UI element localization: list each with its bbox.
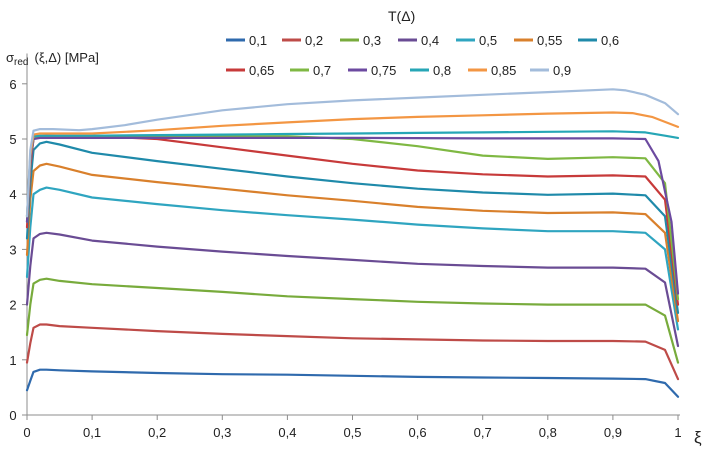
svg-text:σred(ξ,Δ) [MPa]: σred (ξ,Δ) [MPa] (6, 50, 99, 68)
x-tick-label: 0,7 (474, 425, 492, 440)
y-tick-label: 3 (9, 242, 16, 257)
series-line-0-1 (25, 368, 680, 398)
y-tick-label: 0 (9, 408, 16, 423)
legend-label: 0,1 (249, 33, 267, 48)
x-axis-label: ξ (694, 428, 702, 447)
series-line-0-2 (25, 323, 680, 381)
x-tick-label: 0,1 (83, 425, 101, 440)
legend-item-0-7: 0,7 (290, 63, 331, 78)
x-tick-label: 0,9 (604, 425, 622, 440)
y-tick-label: 1 (9, 353, 16, 368)
series-line-0-75 (25, 136, 680, 295)
series-line-0-4 (25, 231, 680, 348)
legend-label: 0,4 (421, 33, 439, 48)
legend-item-0-5: 0,5 (456, 33, 497, 48)
legend-label: 0,9 (553, 63, 571, 78)
legend-item-0-4: 0,4 (398, 33, 439, 48)
legend-label: 0,75 (371, 63, 396, 78)
x-tick-label: 0,3 (213, 425, 231, 440)
y-axis-label: σred (ξ,Δ) [MPa] (6, 50, 99, 68)
series-line-0-8 (25, 130, 680, 218)
legend-label: 0,8 (433, 63, 451, 78)
legend-item-0-3: 0,3 (340, 33, 381, 48)
legend-title: T(Δ) (388, 8, 415, 24)
series-lines (25, 88, 680, 398)
x-tick-label: 0,6 (409, 425, 427, 440)
legend-label: 0,2 (305, 33, 323, 48)
series-line-0-5 (25, 186, 680, 331)
x-tick-label: 0,5 (343, 425, 361, 440)
legend-label: 0,3 (363, 33, 381, 48)
series-line-0-9 (25, 88, 680, 218)
series-line-0-55 (25, 162, 680, 323)
legend: 0,1 0,2 0,3 0,4 0,5 0,55 0,6 0,65 0,7 0,75 0,8 0,85… (226, 33, 619, 78)
y-tick-label: 6 (9, 77, 16, 92)
x-tick-label: 0,2 (148, 425, 166, 440)
legend-item-0-85: 0,85 (468, 63, 516, 78)
x-tick-label: 0 (23, 425, 30, 440)
legend-item-0-8: 0,8 (410, 63, 451, 78)
x-tick-label: 0,8 (539, 425, 557, 440)
legend-label: 0,7 (313, 63, 331, 78)
legend-item-0-75: 0,75 (348, 63, 396, 78)
x-tick-label: 1 (674, 425, 681, 440)
y-tick-label: 2 (9, 298, 16, 313)
legend-item-0-9: 0,9 (530, 63, 571, 78)
y-axis-label-rest: (ξ,Δ) [MPa] (34, 50, 98, 65)
axes: 0 0,1 0,2 0,3 0,4 0,5 0,6 0,7 0,8 0,9 1 0 1 2 3 4 5 6 (9, 53, 682, 440)
legend-item-0-65: 0,65 (226, 63, 274, 78)
y-tick-label: 5 (9, 132, 16, 147)
series-line-0-7 (25, 135, 680, 301)
x-tick-label: 0,4 (278, 425, 296, 440)
legend-item-0-55: 0,55 (514, 33, 562, 48)
legend-label: 0,6 (601, 33, 619, 48)
series-line-0-6 (25, 140, 680, 314)
legend-label: 0,55 (537, 33, 562, 48)
legend-label: 0,65 (249, 63, 274, 78)
y-axis-label-subscript: red (14, 57, 28, 68)
legend-item-0-6: 0,6 (578, 33, 619, 48)
y-tick-label: 4 (9, 187, 16, 202)
legend-item-0-1: 0,1 (226, 33, 267, 48)
series-line-0-3 (25, 277, 680, 364)
series-line-0-85 (25, 111, 680, 218)
y-axis-label-symbol: σ (6, 50, 14, 65)
legend-label: 0,85 (491, 63, 516, 78)
legend-item-0-2: 0,2 (282, 33, 323, 48)
legend-label: 0,5 (479, 33, 497, 48)
